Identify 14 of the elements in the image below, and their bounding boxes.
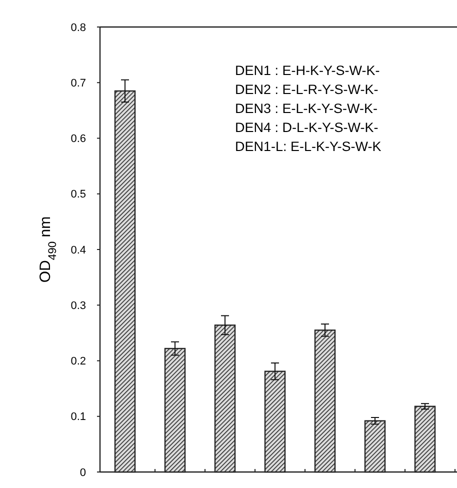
y-tick-label: 0.7 [70,77,86,90]
annotation: DEN1-L: E-L-K-Y-S-W-K [235,139,382,154]
annotation: DEN2 : E-L-R-Y-S-W-K- [235,82,378,97]
y-tick-label: 0.4 [70,244,86,256]
y-tick-label: 0.3 [70,300,86,312]
y-tick-label: 0.6 [70,133,86,146]
annotation: DEN1 : E-H-K-Y-S-W-K- [235,63,380,78]
y-tick-label: 0.2 [70,356,86,368]
annotation: DEN3 : E-L-K-Y-S-W-K- [235,101,378,116]
y-tick-label: 0 [80,466,86,479]
annotation: DEN4 : D-L-K-Y-S-W-K- [235,120,378,135]
y-tick-label: 0.5 [70,188,86,201]
y-tick-label: 0.8 [70,22,86,34]
y-tick-label: 0.1 [70,411,86,424]
